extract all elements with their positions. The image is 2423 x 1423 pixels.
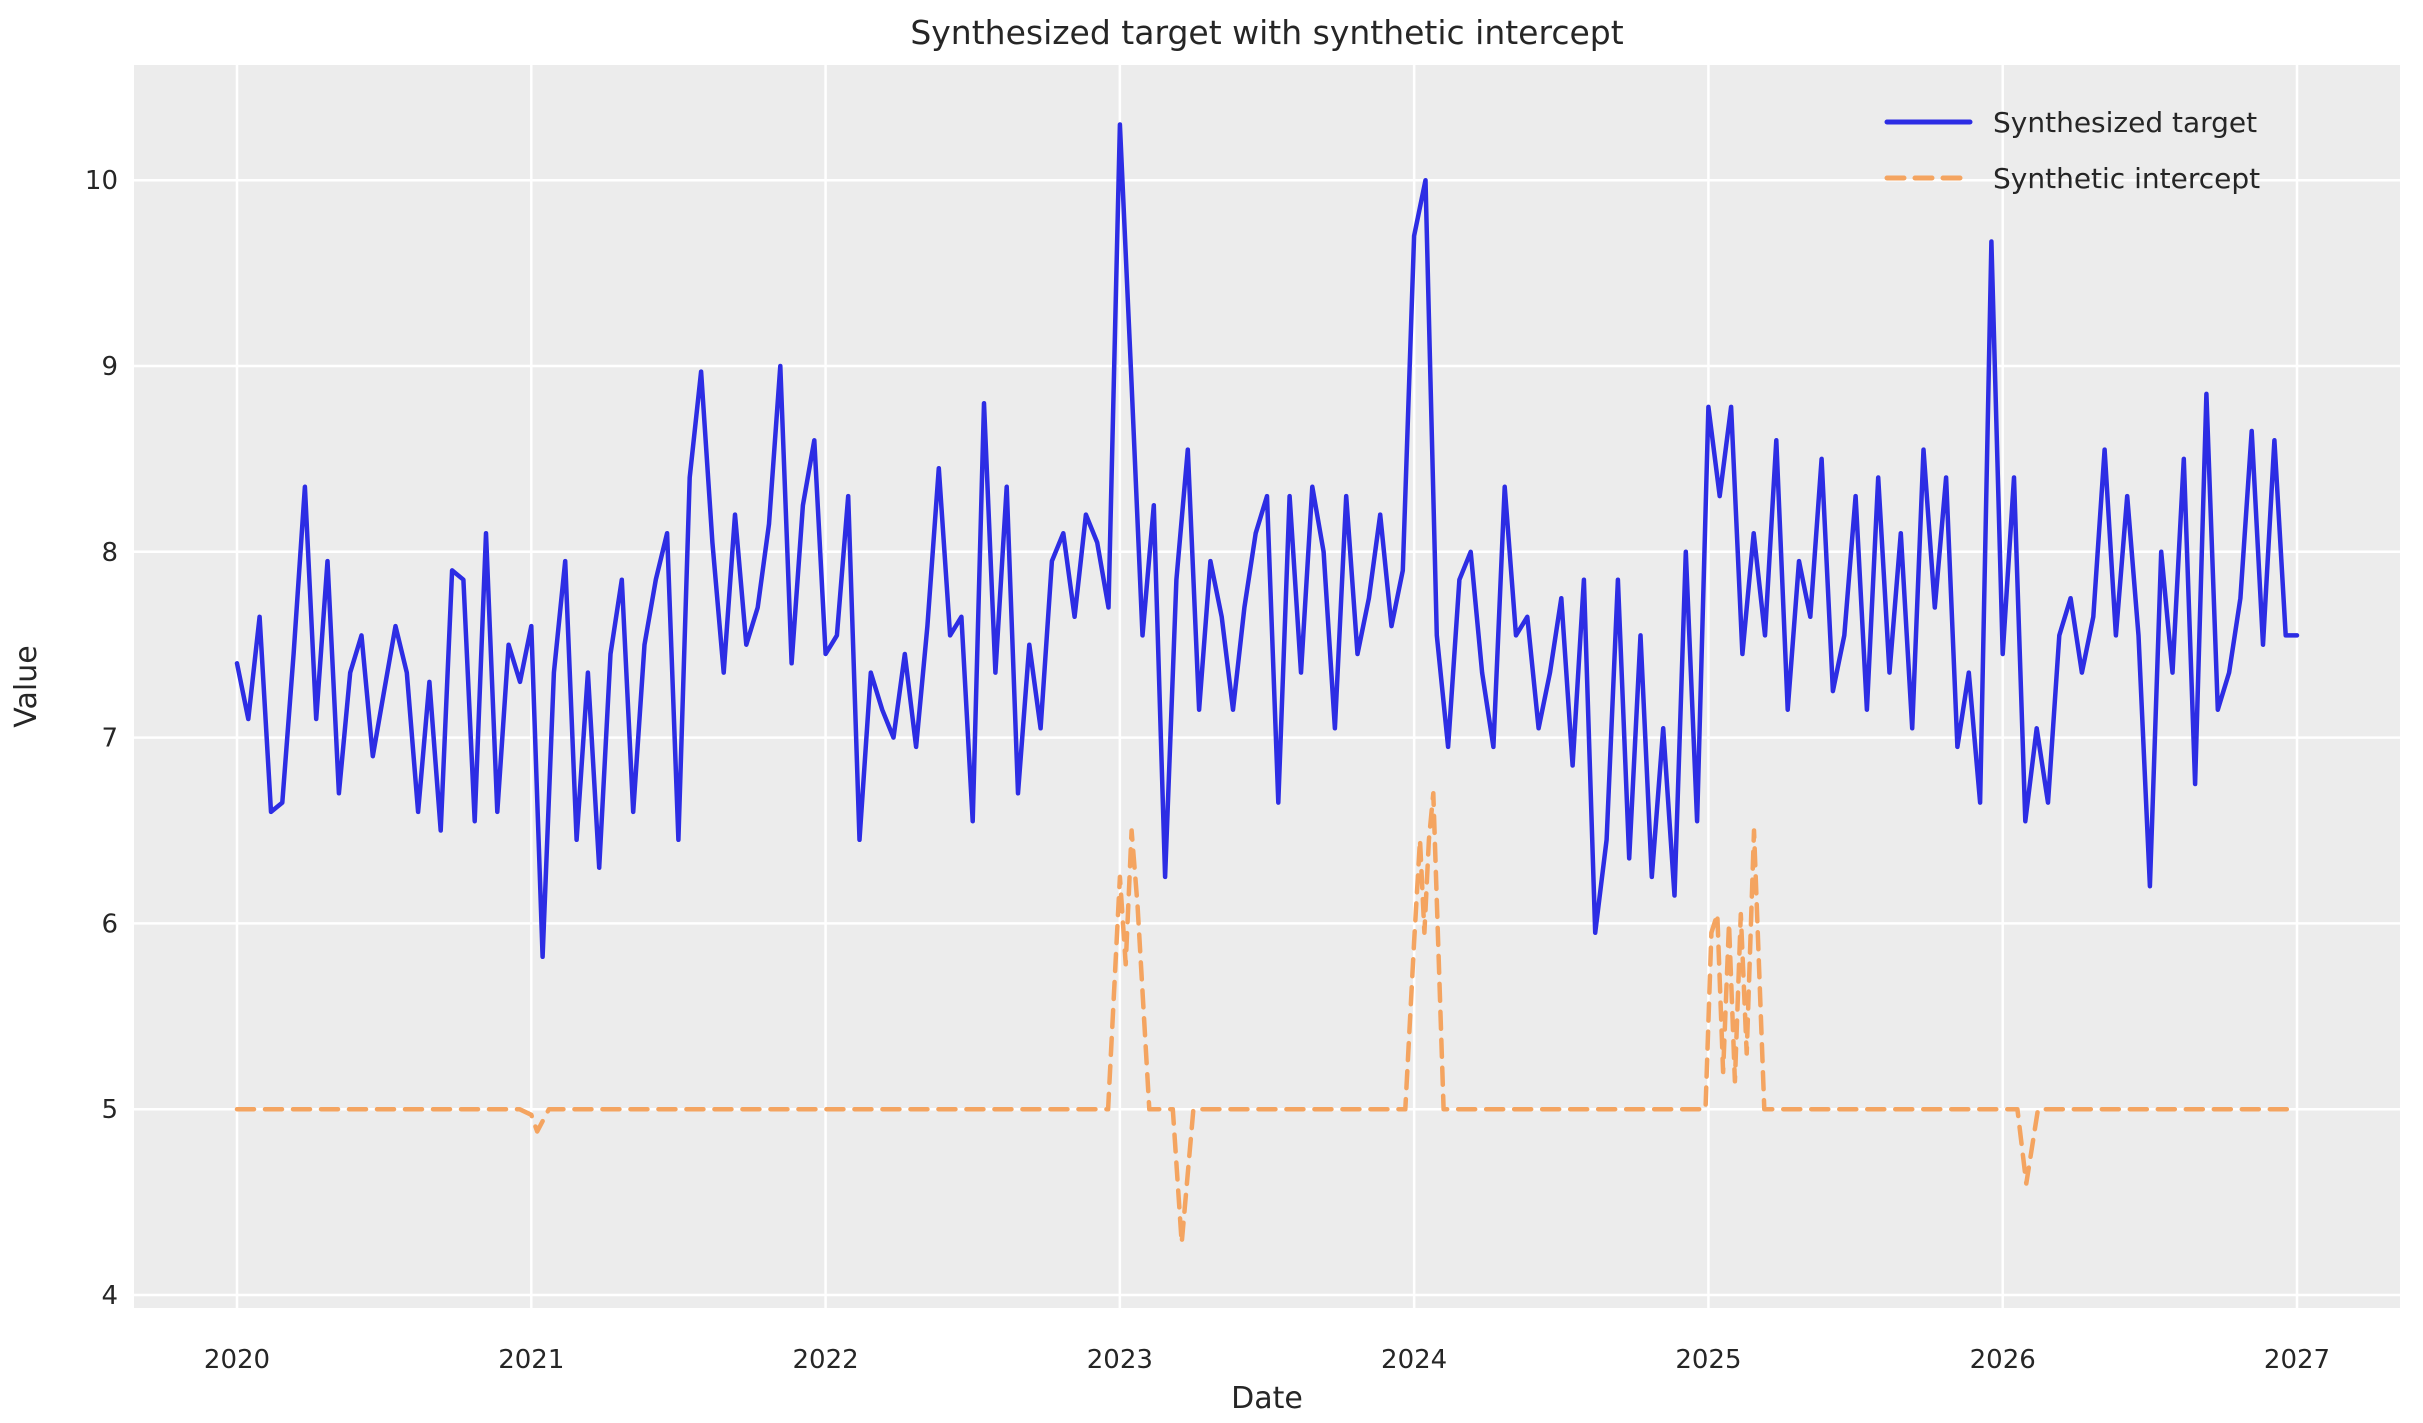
y-tick-label: 8 [101,538,118,568]
x-tick-label: 2020 [204,1345,270,1375]
synthesized-target-line [234,122,2300,960]
y-tick-label: 5 [101,1095,118,1125]
x-tick-label: 2024 [1381,1345,1447,1375]
legend-intercept-label: Synthetic intercept [1993,162,2260,195]
x-tick-label: 2025 [1675,1345,1741,1375]
y-tick-label: 10 [85,166,118,196]
y-tick-label: 4 [101,1281,118,1311]
x-axis-label: Date [1231,1381,1303,1416]
synthetic-intercept-line [234,791,2300,1246]
legend-target-label: Synthesized target [1993,106,2257,139]
plot-area [134,65,2400,1308]
y-axis-label: Value [9,645,44,727]
y-tick-label: 7 [101,724,118,754]
x-tick-label: 2023 [1087,1345,1153,1375]
x-tick-label: 2022 [792,1345,858,1375]
x-tick-label: 2021 [498,1345,564,1375]
chart-title: Synthesized target with synthetic interc… [910,13,1623,52]
x-tick-label: 2026 [1970,1345,2036,1375]
y-tick-label: 9 [101,352,118,382]
x-tick-label: 2027 [2264,1345,2330,1375]
y-tick-label: 6 [101,909,118,939]
